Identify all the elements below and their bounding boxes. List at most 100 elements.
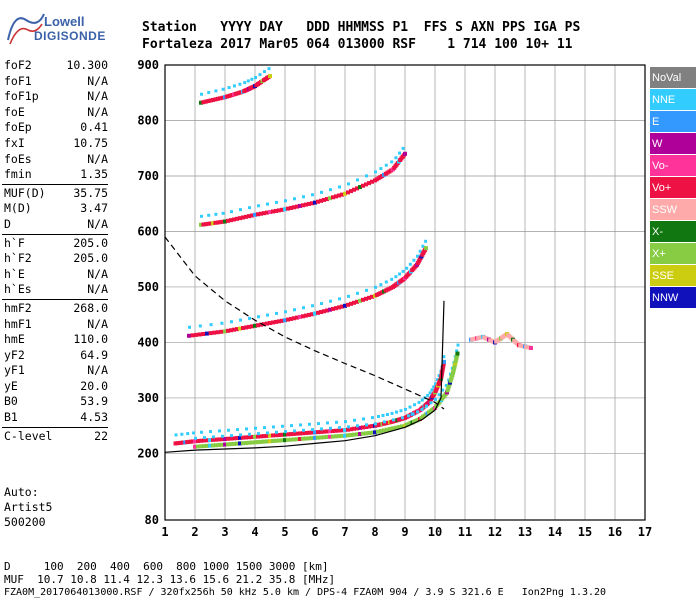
echo-point bbox=[322, 197, 326, 202]
echo-point bbox=[437, 393, 441, 397]
echo-point bbox=[241, 441, 245, 446]
echo-point bbox=[286, 437, 290, 442]
echo-point bbox=[308, 422, 311, 426]
echo-point bbox=[218, 220, 223, 225]
echo-point bbox=[352, 187, 356, 192]
echo-point bbox=[343, 428, 347, 433]
muf-curve bbox=[164, 236, 445, 410]
echo-point bbox=[304, 436, 308, 441]
echo-point bbox=[274, 438, 278, 443]
echo-point bbox=[437, 374, 441, 378]
echo-point bbox=[346, 190, 350, 195]
echo-point bbox=[329, 299, 332, 303]
param-label: C-level bbox=[4, 428, 53, 443]
legend-item-sse: SSE bbox=[650, 265, 696, 287]
echo-point bbox=[411, 412, 415, 416]
echo-point bbox=[404, 407, 407, 411]
echo-point bbox=[325, 308, 329, 313]
echo-point bbox=[268, 74, 272, 79]
echo-point bbox=[405, 266, 409, 270]
echo-point bbox=[401, 269, 405, 273]
param-label: yF1 bbox=[4, 363, 25, 378]
echo-point bbox=[346, 302, 350, 307]
echo-point bbox=[207, 91, 211, 95]
param-row: hmF2 268.0 bbox=[2, 301, 108, 317]
echo-point bbox=[301, 436, 305, 441]
echo-point bbox=[187, 333, 191, 338]
legend-item-e: E bbox=[650, 111, 696, 133]
echo-point bbox=[420, 398, 424, 402]
echo-point bbox=[235, 216, 239, 221]
echo-point bbox=[358, 185, 362, 190]
echo-point bbox=[274, 208, 278, 213]
echo-point bbox=[235, 327, 239, 332]
echo-point bbox=[219, 329, 224, 334]
echo-point bbox=[340, 192, 344, 197]
footer-muf: MUF 10.7 10.8 11.4 12.3 13.6 15.6 21.2 3… bbox=[4, 573, 336, 586]
echo-point bbox=[283, 318, 287, 323]
echo-point bbox=[328, 434, 332, 439]
echo-point bbox=[329, 426, 332, 430]
echo-point bbox=[266, 202, 269, 206]
echo-point bbox=[347, 294, 350, 298]
echo-point bbox=[207, 213, 211, 217]
echo-point bbox=[331, 428, 335, 433]
param-value: 10.300 bbox=[66, 58, 108, 72]
echo-point bbox=[328, 429, 332, 434]
param-separator bbox=[2, 233, 108, 235]
echo-point bbox=[420, 407, 424, 411]
echo-point bbox=[304, 313, 308, 318]
echo-point bbox=[290, 424, 293, 428]
echo-point bbox=[248, 206, 251, 210]
echo-point bbox=[397, 425, 401, 430]
x-tick-label: 5 bbox=[281, 525, 288, 539]
param-row: B0 53.9 bbox=[2, 394, 108, 410]
x-tick-label: 4 bbox=[251, 525, 258, 539]
echo-point bbox=[391, 426, 395, 431]
echo-point bbox=[215, 96, 220, 101]
echo-point bbox=[302, 195, 305, 199]
echo-point bbox=[212, 435, 215, 439]
echo-point bbox=[394, 156, 398, 160]
echo-point bbox=[256, 323, 260, 328]
echo-point bbox=[384, 163, 388, 167]
echo-point bbox=[256, 440, 260, 445]
param-row: h`E N/A bbox=[2, 267, 108, 283]
echo-point bbox=[365, 288, 368, 292]
echo-point bbox=[233, 84, 236, 88]
param-row: foEp 0.41 bbox=[2, 120, 108, 136]
echo-point bbox=[340, 428, 344, 433]
param-label: fmin bbox=[4, 167, 32, 182]
param-value: 110.0 bbox=[73, 332, 108, 347]
echo-point bbox=[283, 207, 287, 212]
echo-point bbox=[298, 431, 302, 436]
echo-point bbox=[265, 439, 269, 444]
param-value: 22 bbox=[94, 428, 108, 443]
echo-point bbox=[376, 429, 380, 434]
echo-point bbox=[211, 443, 215, 448]
param-row: yE 20.0 bbox=[2, 379, 108, 395]
echo-point bbox=[277, 438, 281, 443]
echo-point bbox=[307, 430, 311, 435]
param-label: h`E bbox=[4, 266, 25, 281]
echo-point bbox=[390, 277, 394, 281]
echo-point bbox=[199, 222, 203, 227]
echo-point bbox=[328, 307, 332, 312]
echo-point bbox=[352, 432, 356, 437]
echo-point bbox=[220, 442, 224, 447]
autoscaling-info: Auto: Artist5 500200 bbox=[4, 485, 52, 530]
echo-point bbox=[268, 439, 272, 444]
echo-point bbox=[316, 430, 320, 435]
echo-point bbox=[328, 196, 332, 201]
echo-point bbox=[425, 404, 428, 408]
echo-point bbox=[253, 434, 257, 439]
echo-point bbox=[262, 211, 266, 216]
echo-point bbox=[277, 208, 281, 213]
echo-point bbox=[316, 199, 320, 204]
param-label: hmF2 bbox=[4, 300, 32, 315]
echo-point bbox=[281, 424, 284, 428]
echo-point bbox=[230, 434, 233, 438]
echo-point bbox=[218, 429, 221, 433]
legend-item-x-: X+ bbox=[650, 243, 696, 265]
echo-point bbox=[248, 432, 251, 436]
